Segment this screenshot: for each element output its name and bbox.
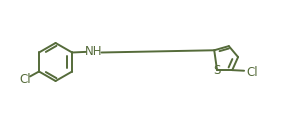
Text: Cl: Cl (19, 73, 31, 86)
Text: Cl: Cl (246, 66, 258, 79)
Text: NH: NH (85, 45, 102, 58)
Text: S: S (213, 64, 221, 77)
